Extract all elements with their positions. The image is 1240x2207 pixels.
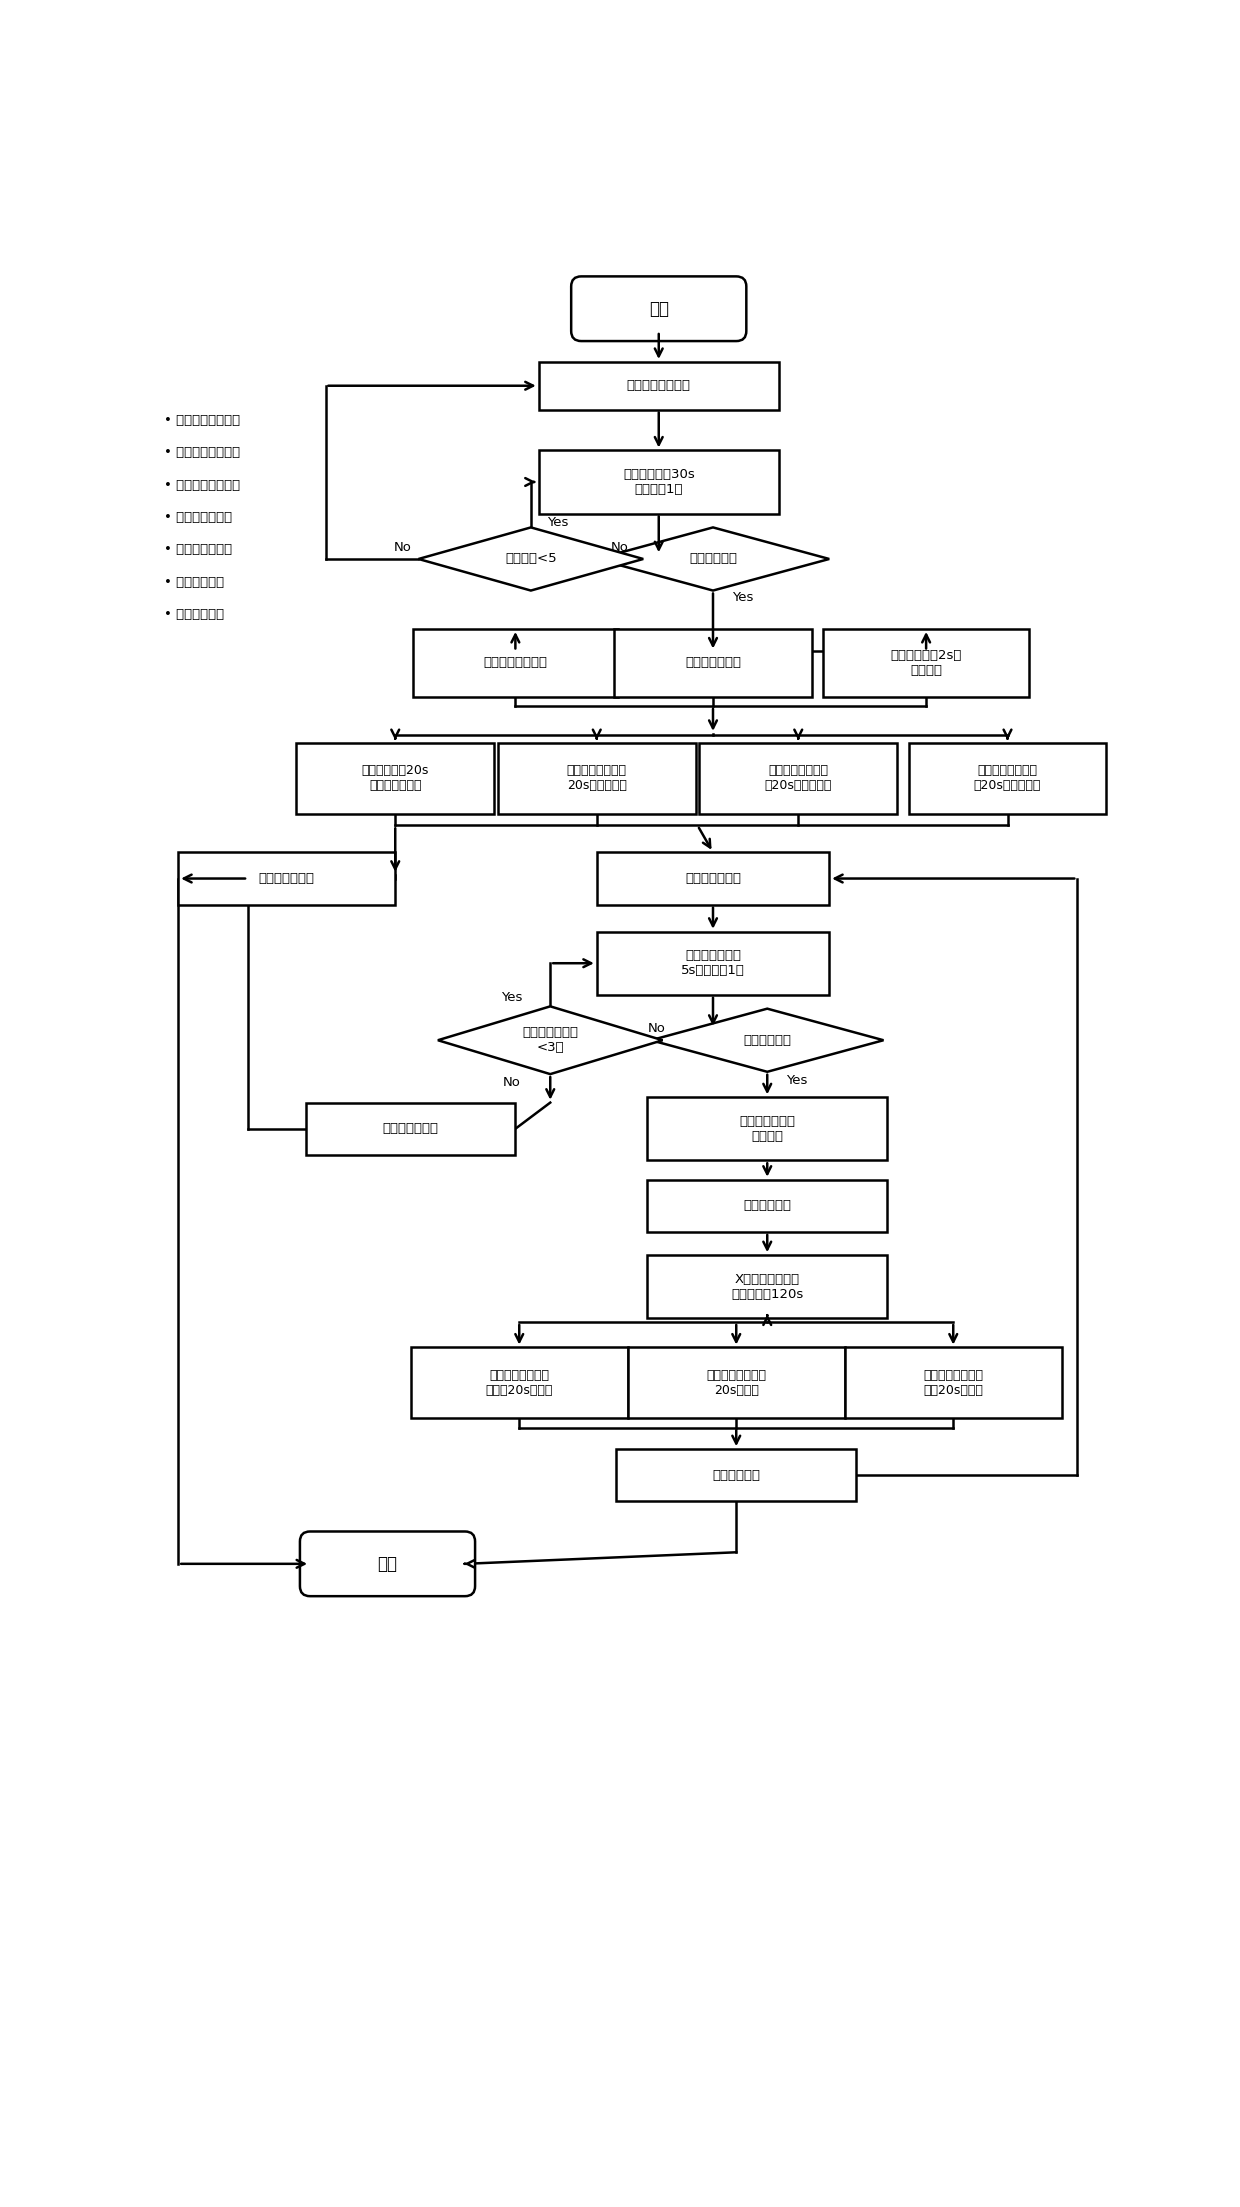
Text: Yes: Yes <box>732 591 753 605</box>
Text: 清样电动球阀开启
20s后关闭: 清样电动球阀开启 20s后关闭 <box>707 1368 766 1397</box>
Text: 取样电机正轣30s
取样，并1次: 取样电机正轣30s 取样，并1次 <box>622 468 694 497</box>
Bar <box>538 450 779 514</box>
Text: • 余料电动球阀常闭: • 余料电动球阀常闭 <box>164 446 241 459</box>
Text: • 清样电动球阀常闭: • 清样电动球阀常闭 <box>164 479 241 492</box>
Bar <box>616 1450 857 1501</box>
Bar <box>844 1348 1061 1419</box>
Text: 下通气阀打开: 下通气阀打开 <box>712 1470 760 1481</box>
Text: Yes: Yes <box>786 1075 807 1086</box>
Text: 清样电气力输送器
打开20s后停止: 清样电气力输送器 打开20s后停止 <box>924 1368 983 1397</box>
Text: • 上通气阀常开: • 上通气阀常开 <box>164 576 224 589</box>
Text: 余料气力输送器开
启20s后自动停止: 余料气力输送器开 启20s后自动停止 <box>765 764 832 792</box>
Text: 料满信号触发: 料满信号触发 <box>689 552 737 565</box>
Polygon shape <box>418 527 644 591</box>
Text: 料空信号触发: 料空信号触发 <box>743 1033 791 1046</box>
Text: 下伸缩闸板打开
<3次: 下伸缩闸板打开 <3次 <box>522 1026 578 1055</box>
Text: 上伸缩闸板关闭: 上伸缩闸板关闭 <box>684 655 742 669</box>
Polygon shape <box>651 1009 883 1073</box>
Text: 结束: 结束 <box>377 1554 398 1574</box>
Bar <box>306 1104 516 1154</box>
Text: 下伸缩闸板打开
5s后关闭并1次: 下伸缩闸板打开 5s后关闭并1次 <box>681 949 745 978</box>
Text: • 下伸缩闸板常闭: • 下伸缩闸板常闭 <box>164 543 232 556</box>
Bar <box>410 1348 627 1419</box>
Bar <box>647 1256 888 1318</box>
Text: X荧光机构对料杯
中样品测量120s: X荧光机构对料杯 中样品测量120s <box>732 1273 804 1300</box>
Bar <box>823 629 1029 697</box>
Text: 提示：料未取满: 提示：料未取满 <box>259 872 315 885</box>
Polygon shape <box>596 527 830 591</box>
Text: 取样电机稍停2s后
反转清料: 取样电机稍停2s后 反转清料 <box>890 649 962 678</box>
Bar <box>296 744 494 814</box>
Bar <box>413 629 618 697</box>
Bar <box>596 852 830 905</box>
Text: 提示：料管异常: 提示：料管异常 <box>383 1123 439 1134</box>
Text: 余料电动球阀开启
20s后自动关闭: 余料电动球阀开启 20s后自动关闭 <box>567 764 626 792</box>
Text: 杯底气嘴吹扫电磁
阀开启20s后停止: 杯底气嘴吹扫电磁 阀开启20s后停止 <box>486 1368 553 1397</box>
Text: 上通气阀关闭20s
后自动恢复打开: 上通气阀关闭20s 后自动恢复打开 <box>362 764 429 792</box>
Bar <box>647 1097 888 1161</box>
Text: 取样次数<5: 取样次数<5 <box>505 552 557 565</box>
Text: 接料电动球阀关闭: 接料电动球阀关闭 <box>484 655 547 669</box>
Text: Yes: Yes <box>501 991 522 1004</box>
Bar <box>909 744 1106 814</box>
Bar <box>538 362 779 411</box>
Polygon shape <box>438 1006 662 1075</box>
Text: 下伸缩闸板恢复
常闭状态: 下伸缩闸板恢复 常闭状态 <box>739 1115 795 1143</box>
Text: 下通气阀关闭: 下通气阀关闭 <box>743 1198 791 1212</box>
Text: 开始: 开始 <box>649 300 668 318</box>
Text: Yes: Yes <box>547 516 569 527</box>
Bar <box>647 1179 888 1232</box>
Text: • 上伸缩闸板常开: • 上伸缩闸板常开 <box>164 510 232 523</box>
Text: 上伸缩闸板打开: 上伸缩闸板打开 <box>684 872 742 885</box>
Text: • 下通气阀常开: • 下通气阀常开 <box>164 607 224 620</box>
Text: No: No <box>647 1022 666 1035</box>
Bar <box>699 744 897 814</box>
Bar <box>179 852 396 905</box>
Text: No: No <box>394 541 412 554</box>
Bar <box>596 931 830 995</box>
Text: • 接料电动球阀常闭: • 接料电动球阀常闭 <box>164 415 241 426</box>
FancyBboxPatch shape <box>300 1532 475 1596</box>
Text: 气嘴吹扫电磁阀开
启20s后自动停止: 气嘴吹扫电磁阀开 启20s后自动停止 <box>973 764 1042 792</box>
Bar <box>627 1348 844 1419</box>
Text: 接料电动球阀打开: 接料电动球阀打开 <box>626 380 691 393</box>
Text: No: No <box>611 541 629 554</box>
Bar <box>498 744 696 814</box>
Text: No: No <box>502 1077 521 1088</box>
FancyBboxPatch shape <box>572 276 746 342</box>
Bar <box>614 629 812 697</box>
